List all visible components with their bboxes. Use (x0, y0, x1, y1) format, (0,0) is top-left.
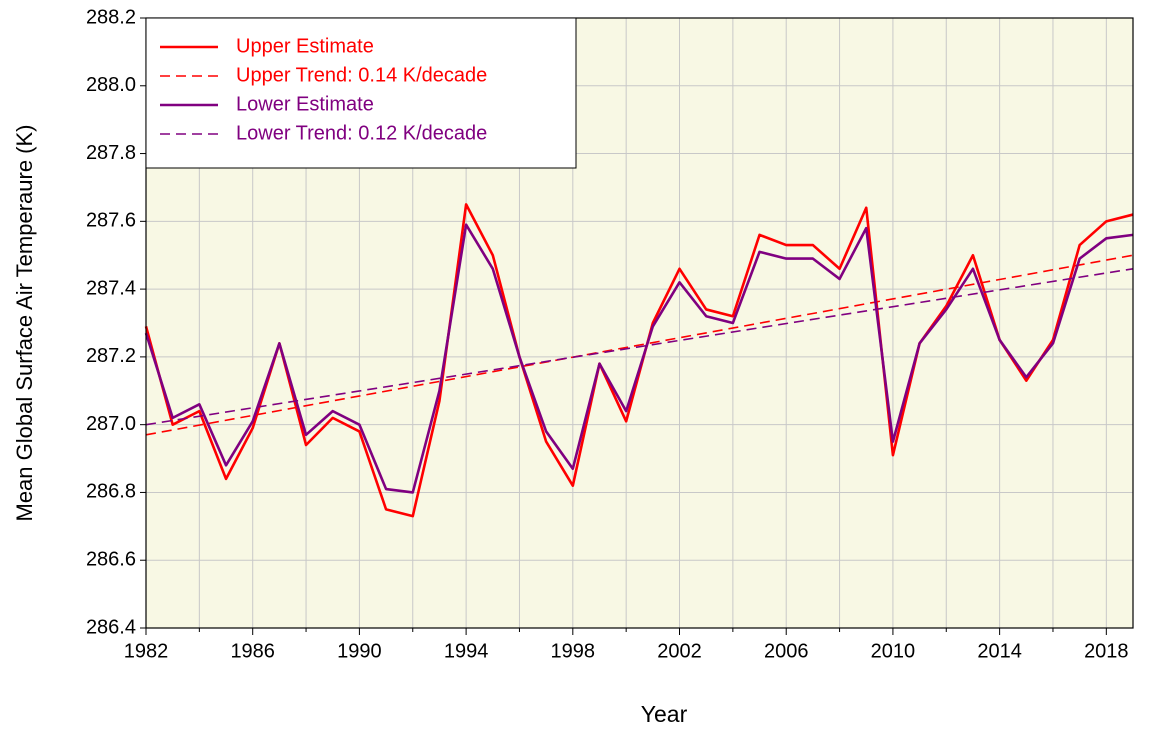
legend-label: Upper Estimate (236, 35, 374, 57)
trend-line (145, 254, 1134, 436)
legend: Upper Estimate Upper Trend: 0.14 K/decade… (145, 17, 577, 169)
y-axis-label: Mean Global Surface Air Temperaure (K) (12, 125, 37, 522)
legend-label: Upper Trend: 0.14 K/decade (236, 64, 487, 86)
series-line (144, 223, 1134, 494)
x-tick-label: 2014 (977, 640, 1022, 662)
y-tick-label: 288.0 (86, 74, 136, 96)
x-tick-label: 2002 (657, 640, 702, 662)
y-tick-label: 287.6 (86, 210, 136, 232)
y-tick-label: 286.8 (86, 481, 136, 503)
x-tick-label: 1986 (230, 640, 275, 662)
x-tick-label: 1982 (124, 640, 169, 662)
trend-line (145, 267, 1134, 426)
x-tick-label: 1994 (444, 640, 489, 662)
x-axis-label: Year (641, 701, 688, 727)
y-tick-label: 286.4 (86, 616, 136, 638)
y-tick-label: 287.4 (86, 277, 136, 299)
x-tick-label: 1990 (337, 640, 382, 662)
y-tick-label: 287.8 (86, 142, 136, 164)
legend-label: Lower Trend: 0.12 K/decade (236, 122, 487, 144)
x-tick-label: 2018 (1084, 640, 1129, 662)
plot-frame (145, 17, 1134, 629)
legend-box (145, 17, 577, 169)
y-tick-label: 286.6 (86, 549, 136, 571)
y-tick-label: 287.0 (86, 413, 136, 435)
x-tick-label: 1998 (551, 640, 596, 662)
x-tick-label: 2006 (764, 640, 809, 662)
y-tick-label: 287.2 (86, 345, 136, 367)
legend-label: Lower Estimate (236, 93, 374, 115)
y-tick-label: 288.2 (86, 6, 136, 28)
x-tick-label: 2010 (871, 640, 916, 662)
